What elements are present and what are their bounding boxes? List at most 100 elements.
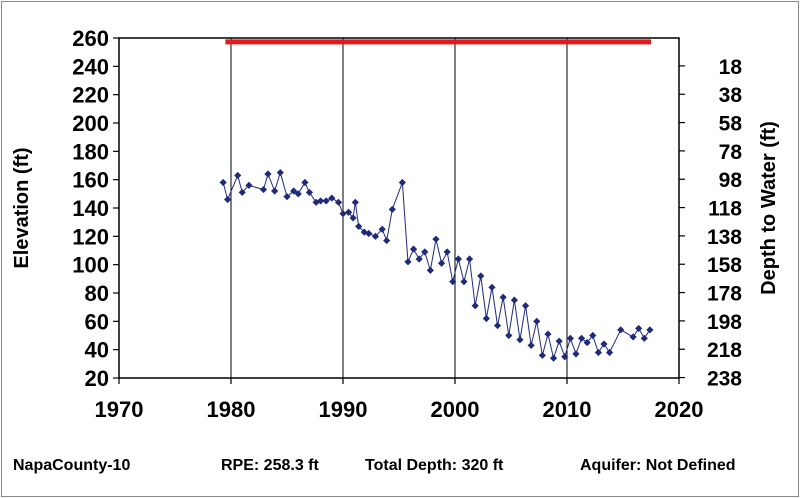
y2-tick-label: 158 bbox=[707, 254, 742, 277]
data-point bbox=[219, 178, 227, 187]
data-point bbox=[482, 314, 490, 323]
data-point bbox=[516, 336, 524, 344]
data-point bbox=[555, 337, 563, 345]
data-point bbox=[488, 283, 496, 291]
data-point bbox=[493, 321, 502, 330]
data-point bbox=[432, 235, 440, 243]
data-point bbox=[465, 255, 474, 263]
data-point bbox=[449, 278, 457, 286]
y-tick-label: 220 bbox=[72, 83, 109, 108]
data-point bbox=[629, 333, 637, 341]
data-point bbox=[566, 334, 574, 342]
data-point bbox=[421, 248, 429, 256]
data-point bbox=[351, 198, 359, 206]
data-point bbox=[426, 266, 434, 274]
data-point bbox=[294, 190, 302, 198]
data-point bbox=[365, 229, 373, 238]
data-point bbox=[443, 248, 451, 256]
data-point bbox=[283, 193, 291, 201]
data-point bbox=[454, 255, 462, 263]
x-tick-label: 2010 bbox=[543, 397, 592, 422]
y2-tick-label: 98 bbox=[719, 169, 743, 192]
y-tick-label: 180 bbox=[72, 139, 109, 164]
y2-tick-label: 218 bbox=[707, 339, 742, 362]
y-tick-label: 120 bbox=[72, 224, 109, 249]
y-tick-label: 100 bbox=[72, 253, 109, 278]
data-point bbox=[600, 340, 608, 348]
data-point bbox=[264, 170, 272, 178]
data-point bbox=[378, 225, 386, 233]
data-point bbox=[437, 259, 446, 267]
data-point bbox=[583, 338, 591, 347]
y2-tick-label: 78 bbox=[719, 141, 743, 164]
data-point bbox=[617, 326, 625, 334]
data-point bbox=[409, 245, 418, 253]
x-tick-label: 2020 bbox=[655, 397, 704, 422]
data-point bbox=[355, 222, 363, 231]
x-tick-label: 1980 bbox=[207, 397, 256, 422]
data-point bbox=[290, 187, 298, 195]
data-point bbox=[521, 302, 530, 310]
data-point bbox=[538, 351, 546, 359]
plot-area bbox=[118, 37, 680, 379]
y2-tick-label: 118 bbox=[708, 198, 742, 221]
data-point bbox=[589, 331, 597, 340]
data-point bbox=[471, 302, 479, 310]
data-point bbox=[572, 350, 580, 358]
y2-tick-label: 18 bbox=[719, 56, 743, 79]
data-point bbox=[349, 214, 357, 222]
data-point bbox=[317, 197, 325, 205]
data-point bbox=[577, 334, 586, 342]
y-tick-label: 60 bbox=[85, 309, 109, 334]
data-point bbox=[594, 348, 602, 357]
data-point bbox=[549, 354, 558, 362]
data-point bbox=[477, 272, 485, 280]
data-point bbox=[561, 353, 569, 361]
y2-tick-label: 178 bbox=[707, 283, 742, 306]
y-tick-label: 200 bbox=[72, 111, 109, 136]
data-point bbox=[245, 181, 253, 189]
y2-tick-label: 238 bbox=[707, 368, 742, 391]
data-point bbox=[328, 194, 336, 202]
axis-ticks: 1970 1980 1990 2000 2010 20202040608010012014… bbox=[72, 26, 742, 422]
data-point bbox=[388, 205, 396, 214]
data-point bbox=[334, 198, 343, 206]
data-point bbox=[322, 197, 330, 205]
data-point bbox=[460, 278, 468, 286]
data-point bbox=[234, 171, 242, 180]
y2-tick-label: 198 bbox=[707, 311, 742, 334]
data-point bbox=[605, 348, 614, 357]
data-point bbox=[276, 168, 284, 177]
total-depth-value: Total Depth: 320 ft bbox=[365, 457, 504, 474]
x-tick-label: 2000 bbox=[431, 397, 480, 422]
data-point bbox=[339, 210, 347, 218]
data-point bbox=[646, 326, 654, 334]
y-tick-label: 240 bbox=[72, 54, 109, 79]
y2-tick-label: 138 bbox=[707, 226, 742, 249]
data-point bbox=[404, 258, 412, 266]
well-name: NapaCounty-10 bbox=[13, 457, 131, 474]
data-point bbox=[505, 331, 513, 340]
grid-lines bbox=[118, 38, 680, 378]
data-point bbox=[635, 324, 643, 333]
data-point bbox=[301, 178, 309, 187]
y-tick-label: 140 bbox=[72, 196, 109, 221]
data-point bbox=[259, 185, 268, 194]
data-point bbox=[510, 296, 518, 304]
data-point bbox=[383, 236, 391, 245]
data-point bbox=[360, 228, 368, 236]
y-axis-label: Elevation (ft) bbox=[11, 147, 33, 268]
data-point bbox=[527, 341, 535, 350]
data-point bbox=[533, 317, 541, 325]
rpe-value: RPE: 258.3 ft bbox=[221, 457, 319, 474]
data-point bbox=[271, 187, 279, 195]
series-line bbox=[222, 170, 651, 361]
data-point bbox=[415, 255, 423, 263]
data-point bbox=[398, 178, 406, 187]
data-point bbox=[640, 334, 648, 342]
y-tick-label: 160 bbox=[72, 168, 109, 193]
series-layer bbox=[219, 168, 654, 362]
data-point bbox=[371, 232, 380, 240]
y-tick-label: 80 bbox=[85, 281, 109, 306]
